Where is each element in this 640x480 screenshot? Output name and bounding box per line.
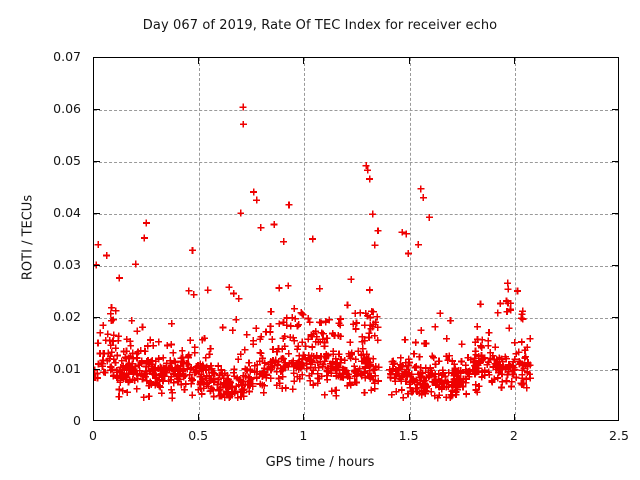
x-tickmark-top-0.5 <box>198 57 200 64</box>
y-tickmark-0.06 <box>93 109 100 110</box>
gridline-x-1.5 <box>409 58 411 420</box>
x-tick-label-0: 0 <box>89 428 97 443</box>
x-tick-label-2: 2 <box>509 428 518 443</box>
x-axis-label: GPS time / hours <box>265 455 375 470</box>
gridline-y-0.03 <box>94 266 618 267</box>
data-points-layer <box>94 103 534 402</box>
x-tick-label-1: 1 <box>299 428 308 443</box>
y-tickmark-0.05 <box>93 161 100 162</box>
y-tick-label-0.02: 0.02 <box>53 309 81 324</box>
x-tick-label-1.5: 1.5 <box>398 428 419 443</box>
y-tickmark-0.01 <box>93 369 100 370</box>
page-title: Day 067 of 2019, Rate Of TEC Index for r… <box>142 18 498 33</box>
y-tick-label-0.04: 0.04 <box>53 205 81 220</box>
gridline-y-0.04 <box>94 214 618 215</box>
x-tickmark-1.5 <box>408 414 410 421</box>
y-tick-label-0.07: 0.07 <box>53 49 81 64</box>
plot-area <box>93 57 619 421</box>
gridline-y-0.06 <box>94 110 618 111</box>
x-tickmark-top-1.5 <box>408 57 410 64</box>
y-tickmark-right-0.05 <box>612 161 619 162</box>
gridline-x-1 <box>304 58 306 420</box>
x-tickmark-top-1 <box>303 57 305 64</box>
y-tick-label-0: 0 <box>73 413 81 428</box>
y-tickmark-0.03 <box>93 265 100 266</box>
gridline-y-0.05 <box>94 162 618 163</box>
gridline-x-0.5 <box>199 58 201 420</box>
y-tick-label-0.01: 0.01 <box>53 361 81 376</box>
x-tick-label-0.5: 0.5 <box>188 428 209 443</box>
gridline-x-2 <box>514 58 516 420</box>
y-tickmark-right-0.02 <box>612 317 619 318</box>
scatter-markers <box>94 103 534 402</box>
y-tick-label-0.03: 0.03 <box>53 257 81 272</box>
y-tickmark-right-0.03 <box>612 265 619 266</box>
x-tickmark-top-2 <box>513 57 515 64</box>
y-tickmark-right-0.01 <box>612 369 619 370</box>
y-tickmark-right-0.04 <box>612 213 619 214</box>
y-tickmark-right-0.06 <box>612 109 619 110</box>
x-tick-label-2.5: 2.5 <box>609 428 629 443</box>
y-axis-label: ROTI / TECUs <box>20 194 36 281</box>
x-tickmark-2 <box>513 414 515 421</box>
y-tick-label-0.05: 0.05 <box>53 153 81 168</box>
y-tick-label-0.06: 0.06 <box>53 101 81 116</box>
x-tickmark-0.5 <box>198 414 200 421</box>
y-tickmark-0.02 <box>93 317 100 318</box>
y-tickmark-0.04 <box>93 213 100 214</box>
gridline-y-0.02 <box>94 318 618 319</box>
x-tickmark-1 <box>303 414 305 421</box>
